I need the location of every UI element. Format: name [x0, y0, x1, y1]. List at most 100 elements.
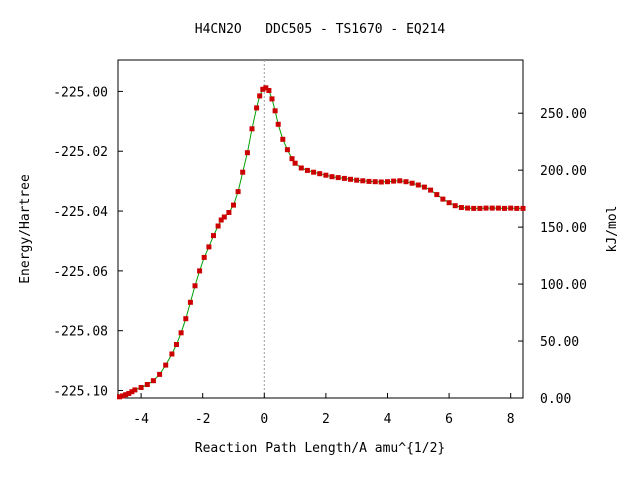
data-point [477, 205, 483, 211]
data-point [372, 179, 378, 185]
data-point [260, 86, 266, 92]
data-point [178, 330, 184, 336]
y2-tick-label: 50.00 [540, 335, 579, 350]
data-point [201, 254, 207, 260]
data-point [226, 210, 232, 215]
y-axis-title: Energy/Hartree [18, 174, 33, 284]
data-point [206, 244, 212, 250]
y2-tick-label: 150.00 [540, 221, 587, 236]
y2-tick-label: 100.00 [540, 278, 587, 293]
data-point [263, 85, 269, 91]
data-point [489, 205, 495, 211]
y-tick-label: -225.00 [53, 85, 108, 100]
data-point [215, 223, 221, 229]
data-point [317, 171, 323, 177]
data-point [409, 180, 415, 186]
y-tick-label: -225.04 [53, 205, 108, 220]
x-tick-label: 6 [445, 412, 453, 427]
data-point [452, 203, 458, 209]
data-point [304, 167, 310, 173]
data-point [341, 175, 347, 181]
data-point [284, 147, 290, 153]
y2-axis-title: kJ/mol [605, 206, 620, 253]
data-point [471, 205, 477, 211]
plot-frame [117, 59, 524, 399]
data-point [197, 268, 203, 274]
data-point [231, 202, 236, 208]
data-point [126, 391, 132, 396]
data-point [385, 179, 390, 185]
data-point [138, 385, 144, 390]
data-point [514, 205, 520, 211]
data-point [187, 299, 193, 305]
data-point [169, 351, 175, 357]
data-point [495, 205, 501, 211]
data-point [378, 179, 384, 185]
data-point [218, 217, 224, 223]
data-point [434, 192, 440, 198]
y2-tick-label: 200.00 [540, 164, 587, 179]
data-point [129, 389, 135, 395]
data-point [117, 394, 122, 400]
data-point [272, 108, 278, 114]
data-point [366, 178, 372, 184]
data-point [391, 178, 397, 184]
data-point [298, 165, 304, 171]
data-point [249, 126, 255, 132]
y2-tick-label: 250.00 [540, 107, 587, 122]
data-point [280, 136, 286, 142]
data-point [421, 184, 427, 190]
x-tick-label: 2 [322, 412, 330, 427]
y-tick-label: -225.06 [53, 265, 108, 280]
y2-tick-label: 0.00 [540, 392, 571, 407]
data-point [360, 178, 366, 184]
data-point [221, 214, 227, 220]
data-point [440, 196, 446, 202]
data-point [269, 96, 275, 102]
chart-title: H4CN2O DDC505 - TS1670 - EQ214 [195, 22, 446, 37]
data-point [354, 177, 360, 183]
y-tick-label: -225.10 [53, 385, 108, 400]
data-point [508, 205, 514, 211]
x-tick-label: 0 [260, 412, 268, 427]
data-point [244, 150, 250, 156]
data-point [192, 283, 198, 289]
data-point [174, 342, 179, 347]
y-tick-label: -225.08 [53, 325, 108, 340]
data-point [132, 387, 138, 393]
x-tick-label: -4 [133, 412, 149, 427]
data-point [266, 88, 272, 93]
data-point [144, 382, 150, 387]
data-point [254, 105, 260, 111]
data-point [397, 178, 403, 184]
data-point [257, 93, 263, 99]
data-point [502, 205, 507, 211]
x-tick-label: -2 [195, 412, 211, 427]
data-point [335, 175, 341, 181]
data-point [289, 156, 295, 162]
data-point [415, 182, 421, 188]
data-point [211, 233, 216, 239]
data-point [520, 205, 526, 211]
y-axis-right: 0.00 50.00 100.00 150.00 200.00 250.00 [518, 107, 587, 407]
data-point [323, 172, 329, 178]
data-point [123, 392, 129, 398]
x-tick-label: 8 [507, 412, 515, 427]
data-point [163, 362, 169, 368]
data-point [403, 179, 409, 185]
data-points [117, 85, 526, 400]
data-point [348, 176, 353, 182]
y-axis-left: -225.00 -225.02 -225.04 -225.06 -225.08 -225.… [53, 85, 123, 400]
data-point [428, 187, 434, 193]
data-point [157, 371, 163, 377]
x-axis-title: Reaction Path Length/A amu^{1/2} [195, 441, 445, 456]
data-point [446, 200, 452, 206]
data-point [235, 189, 241, 195]
data-point [311, 169, 317, 175]
energy-curve [119, 87, 523, 398]
data-point [183, 316, 189, 322]
data-point [292, 160, 298, 166]
data-point [120, 393, 126, 399]
data-point [458, 205, 464, 210]
data-point [465, 205, 471, 211]
